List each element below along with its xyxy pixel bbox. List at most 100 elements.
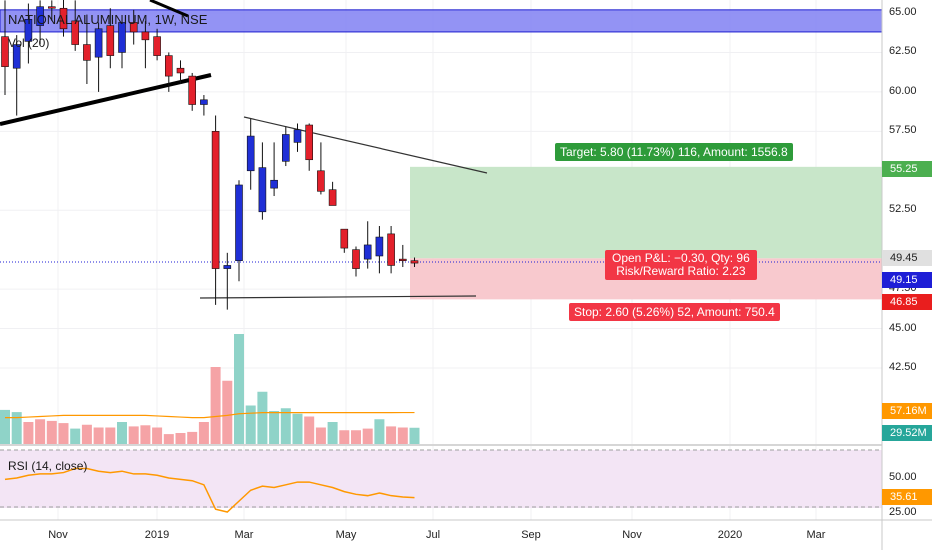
volume-bar[interactable] (269, 411, 280, 444)
candle[interactable] (258, 142, 267, 220)
volume-bar[interactable] (23, 422, 34, 444)
volume-bar[interactable] (105, 427, 116, 445)
price-tick: 42.50 (889, 361, 917, 373)
target-label[interactable]: Target: 5.80 (11.73%) 116, Amount: 1556.… (555, 143, 793, 161)
volume-bar[interactable] (70, 428, 81, 444)
candle[interactable] (59, 0, 68, 37)
candle[interactable] (71, 0, 79, 51)
candle-body (293, 129, 302, 143)
volume-bar[interactable] (257, 391, 268, 444)
candle[interactable] (211, 115, 220, 305)
volume-bar[interactable] (187, 431, 198, 444)
volume-bar[interactable] (11, 412, 22, 444)
candle[interactable] (375, 226, 384, 274)
falling-trend-line-top[interactable] (149, 0, 189, 18)
time-label-2019: 2019 (144, 529, 170, 541)
volume-bar[interactable] (93, 427, 104, 445)
volume-bar[interactable] (292, 413, 303, 444)
candle[interactable] (1, 0, 9, 96)
candle[interactable] (363, 221, 372, 269)
candle[interactable] (83, 14, 91, 84)
price-tick: 65.00 (889, 6, 917, 18)
volume-bar[interactable] (409, 427, 420, 444)
volume-bar[interactable] (128, 426, 139, 444)
candle[interactable] (340, 228, 349, 253)
volume-bar[interactable] (117, 422, 127, 444)
candle[interactable] (47, 0, 56, 21)
candle[interactable] (153, 28, 161, 61)
volume-bar[interactable] (280, 408, 291, 444)
volume-bar[interactable] (222, 380, 233, 444)
candle[interactable] (129, 9, 138, 45)
rising-trend-line[interactable] (0, 73, 212, 126)
stop-label[interactable]: Stop: 2.60 (5.26%) 52, Amount: 750.4 (569, 303, 780, 321)
volume-bar[interactable] (339, 430, 350, 444)
volume-series[interactable] (0, 334, 420, 444)
candle[interactable] (398, 244, 407, 268)
volume-bar[interactable] (152, 427, 163, 445)
candle-body (106, 25, 115, 56)
candle[interactable] (246, 118, 255, 190)
volume-bar[interactable] (81, 424, 92, 444)
candle[interactable] (281, 126, 290, 167)
candle-series[interactable] (1, 0, 419, 310)
symbol-title[interactable]: NATIONAL ALUMINIUM, 1W, NSE (8, 12, 208, 27)
candle[interactable] (352, 246, 360, 277)
volume-bar[interactable] (351, 430, 361, 444)
candle[interactable] (12, 35, 21, 116)
triangle-upper-line[interactable] (243, 116, 488, 174)
volume-bar[interactable] (304, 416, 315, 445)
candle[interactable] (141, 20, 150, 69)
volume-bar[interactable] (234, 334, 244, 444)
candle[interactable] (270, 142, 278, 197)
rsi-legend[interactable]: RSI (14, close) (8, 459, 88, 473)
last-price-pill: 49.15 (882, 272, 932, 288)
candle[interactable] (176, 60, 185, 84)
volume-bar[interactable] (140, 425, 151, 444)
volume-bar[interactable] (374, 419, 385, 444)
candle[interactable] (94, 22, 103, 92)
candle[interactable] (118, 16, 126, 69)
volume-bar[interactable] (397, 427, 408, 445)
candle-body (176, 67, 185, 74)
volume-bar[interactable] (35, 419, 46, 444)
open-pnl-text: Open P&L: −0.30, Qty: 96 (612, 251, 750, 265)
volume-bar[interactable] (362, 428, 373, 444)
volume-legend[interactable]: Vol (20) (8, 36, 50, 50)
volume-bar[interactable] (386, 426, 397, 444)
volume-bar[interactable] (163, 434, 174, 444)
candle[interactable] (36, 0, 44, 45)
volume-bar[interactable] (210, 367, 221, 444)
volume-bar[interactable] (0, 409, 10, 444)
volume-ma-line[interactable] (5, 411, 415, 419)
candle-body (153, 36, 161, 56)
volume-bar[interactable] (46, 420, 57, 444)
candle[interactable] (165, 52, 173, 92)
volume-bar[interactable] (175, 433, 186, 444)
candle[interactable] (235, 180, 243, 282)
candle[interactable] (200, 95, 208, 116)
pnl-ratio-label[interactable]: Open P&L: −0.30, Qty: 96 Risk/Reward Rat… (605, 250, 757, 280)
candle[interactable] (317, 142, 325, 195)
volume-bar[interactable] (245, 405, 256, 445)
volume-bar[interactable] (198, 422, 209, 444)
candle[interactable] (293, 123, 302, 152)
candle[interactable] (305, 123, 314, 171)
rsi-line[interactable] (4, 467, 415, 513)
volume-bar[interactable] (327, 422, 338, 444)
candle[interactable] (24, 3, 33, 64)
volume-bar[interactable] (315, 427, 326, 445)
candle[interactable] (106, 8, 115, 69)
price-tick: 62.50 (889, 45, 917, 58)
candle[interactable] (223, 252, 232, 310)
price-tick: 52.50 (889, 203, 917, 216)
candle[interactable] (328, 181, 337, 206)
triangle-lower-line[interactable] (199, 295, 477, 299)
candle[interactable] (387, 226, 395, 274)
candle[interactable] (188, 72, 196, 111)
target-zone[interactable] (410, 166, 882, 259)
candle[interactable] (410, 257, 419, 268)
volume-bar[interactable] (58, 423, 69, 444)
